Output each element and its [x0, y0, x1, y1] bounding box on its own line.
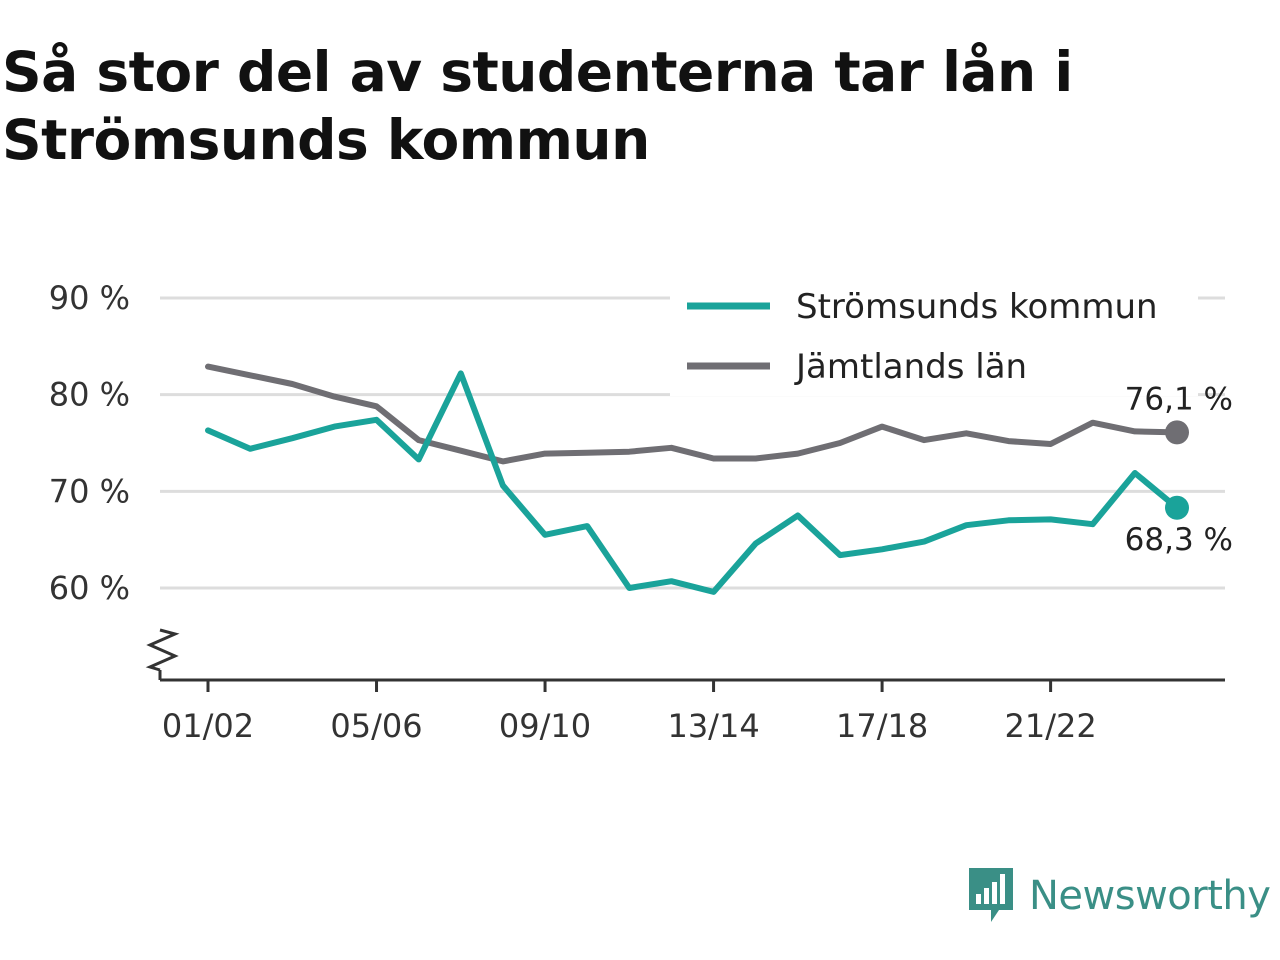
x-tick-label: 21/22 [1004, 707, 1096, 745]
series-line-0 [205, 370, 1180, 595]
end-labels: 76,1 % 68,3 % [1125, 381, 1233, 557]
series-end-marker-0 [1165, 495, 1189, 520]
x-tick-label: 01/02 [162, 707, 254, 745]
y-tick-label: 80 % [49, 376, 130, 414]
y-axis-break [145, 628, 180, 672]
y-tick-label: 60 % [49, 569, 130, 607]
end-label: 68,3 % [1125, 522, 1233, 558]
series-end-marker-1 [1165, 420, 1189, 445]
legend-box [670, 278, 1198, 396]
y-tick-label: 90 % [49, 279, 130, 317]
chart-title: Så stor del av studenterna tar lån i Str… [2, 40, 1073, 172]
x-axis: 01/02 05/06 09/10 13/14 17/18 21/22 [160, 678, 1225, 745]
brand-name: Newsworthy [1029, 873, 1271, 919]
legend-label: Strömsunds kommun [796, 287, 1158, 327]
series-line-1 [205, 363, 1180, 465]
y-tick-label: 70 % [49, 472, 130, 510]
x-tick-label: 09/10 [499, 707, 591, 745]
series-lines [205, 363, 1189, 595]
end-label: 76,1 % [1125, 381, 1233, 417]
brand: Newsworthy [965, 866, 1271, 926]
x-tick-label: 17/18 [836, 707, 928, 745]
y-axis: 60 % 70 % 80 % 90 % [49, 279, 180, 680]
x-tick-label: 13/14 [667, 707, 759, 745]
legend: Strömsunds kommun Jämtlands län [670, 278, 1198, 396]
newsworthy-logo-icon [969, 868, 1013, 922]
legend-label: Jämtlands län [794, 347, 1027, 387]
x-tick-label: 05/06 [330, 707, 422, 745]
